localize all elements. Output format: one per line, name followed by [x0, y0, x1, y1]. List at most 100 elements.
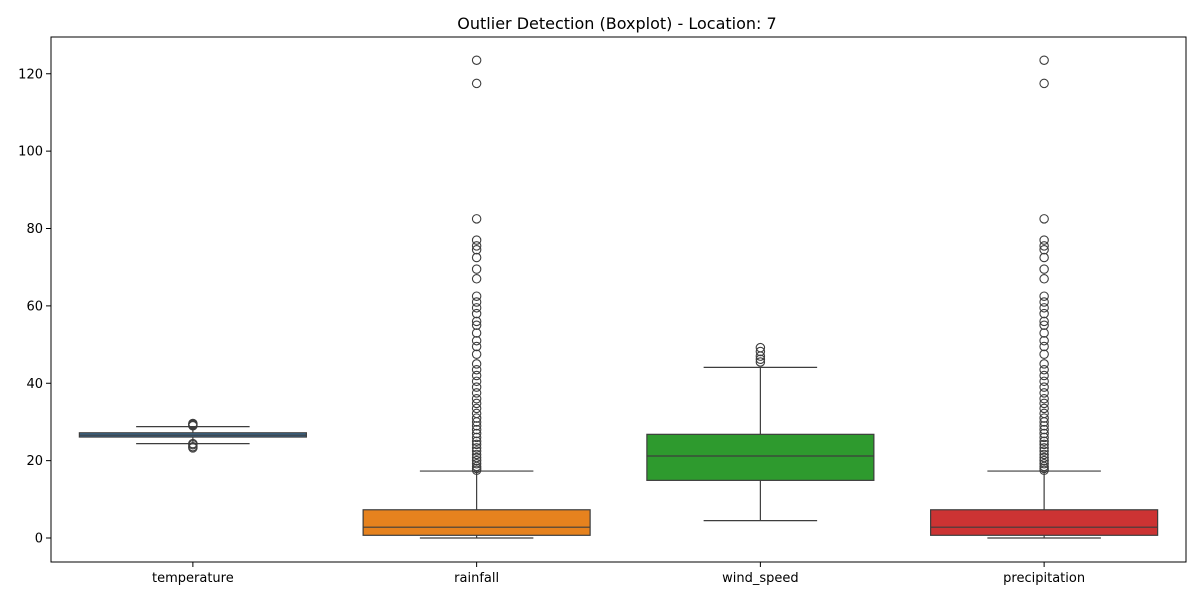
outlier-point [1039, 252, 1049, 263]
outlier-point [1039, 335, 1049, 346]
outlier-point [1039, 303, 1049, 313]
outlier-point [471, 452, 482, 463]
x-tick-label: rainfall [454, 571, 499, 586]
y-tick-label: 0 [35, 532, 43, 547]
outlier-point [1039, 370, 1049, 381]
outlier-point [471, 252, 482, 263]
outlier-point [471, 370, 482, 381]
outlier-point [188, 418, 198, 429]
outlier-point [471, 413, 482, 423]
outlier-point [471, 55, 482, 65]
outlier-point [471, 393, 482, 404]
y-tick-label: 60 [26, 299, 43, 314]
iqr-box [930, 509, 1159, 536]
outlier-point [471, 308, 482, 319]
outlier-point [471, 403, 482, 414]
outlier-point [1039, 291, 1049, 301]
outlier-point [1039, 359, 1049, 369]
y-tick-label: 120 [18, 67, 43, 82]
y-tick-label: 20 [26, 454, 43, 469]
outlier-point [1039, 264, 1049, 274]
outlier-point [1039, 328, 1049, 338]
outlier-point [471, 458, 482, 469]
outlier-point [1039, 388, 1049, 398]
outlier-point [1039, 455, 1049, 466]
outlier-point [471, 235, 482, 245]
outlier-point [1039, 349, 1049, 359]
y-tick-label: 40 [26, 377, 43, 392]
outlier-point [1039, 428, 1049, 439]
outlier-point [1039, 439, 1049, 450]
outlier-point [471, 241, 482, 251]
outlier-point [1039, 413, 1049, 423]
outlier-point [471, 264, 482, 274]
outlier-point [1039, 436, 1049, 447]
outlier-point [471, 376, 482, 387]
box-group-precipitation: precipitation [930, 55, 1159, 586]
outlier-point [471, 446, 482, 456]
outlier-point [471, 274, 482, 284]
outlier-point [471, 382, 482, 392]
box-group-temperature: temperature [78, 418, 307, 586]
outlier-point [1039, 297, 1049, 307]
box-group-rainfall: rainfall [362, 55, 591, 586]
outlier-point [1039, 408, 1049, 419]
outlier-point [471, 303, 482, 313]
outlier-point [471, 297, 482, 307]
plot-frame [50, 36, 1187, 563]
y-tick-label: 100 [18, 145, 43, 160]
outlier-point [1039, 424, 1049, 435]
outlier-point [471, 436, 482, 447]
outlier-point [471, 291, 482, 301]
outlier-point [471, 388, 482, 398]
outlier-point [471, 421, 482, 431]
outlier-point [1039, 403, 1049, 414]
outlier-point [1039, 320, 1049, 330]
outlier-point [1039, 55, 1049, 65]
outlier-point [1039, 432, 1049, 443]
outlier-point [1039, 443, 1049, 453]
outlier-point [1039, 458, 1049, 469]
outlier-point [471, 245, 482, 255]
outlier-point [471, 408, 482, 419]
outlier-point [471, 439, 482, 450]
outlier-point [1039, 376, 1049, 387]
x-tick-label: temperature [152, 571, 234, 586]
outlier-point [1039, 214, 1049, 224]
outlier-point [755, 342, 766, 353]
outlier-point [1039, 341, 1049, 352]
outlier-point [1039, 78, 1049, 89]
outlier-point [1039, 452, 1049, 463]
y-axis: 0 20 40 60 80 100 120 [18, 67, 51, 547]
box-group-wind_speed: wind_speed [646, 342, 875, 586]
outlier-point [471, 449, 482, 460]
outlier-point [1039, 449, 1049, 460]
outlier-point [471, 320, 482, 330]
outlier-point [471, 443, 482, 453]
outlier-point [471, 328, 482, 338]
outlier-point [755, 346, 766, 357]
outlier-point [1039, 274, 1049, 284]
chart-title: Outlier Detection (Boxplot) - Location: … [457, 14, 776, 33]
outlier-point [1039, 382, 1049, 392]
outlier-point [471, 424, 482, 435]
outlier-point [471, 398, 482, 409]
outlier-point [471, 341, 482, 352]
outlier-point [1039, 446, 1049, 456]
outlier-point [471, 214, 482, 224]
outlier-point [1039, 245, 1049, 255]
outlier-point [1039, 308, 1049, 319]
outlier-point [188, 438, 198, 449]
outlier-point [471, 364, 482, 375]
x-tick-label: precipitation [1003, 571, 1085, 586]
iqr-box [646, 433, 875, 481]
outlier-point [471, 455, 482, 466]
outlier-point [1039, 421, 1049, 431]
outlier-point [471, 428, 482, 439]
outlier-point [471, 349, 482, 359]
plot-area: 0 20 40 60 80 100 120 temperature rainfall wind_s… [18, 36, 1187, 586]
x-tick-label: wind_speed [722, 571, 799, 586]
y-tick-label: 80 [26, 222, 43, 237]
